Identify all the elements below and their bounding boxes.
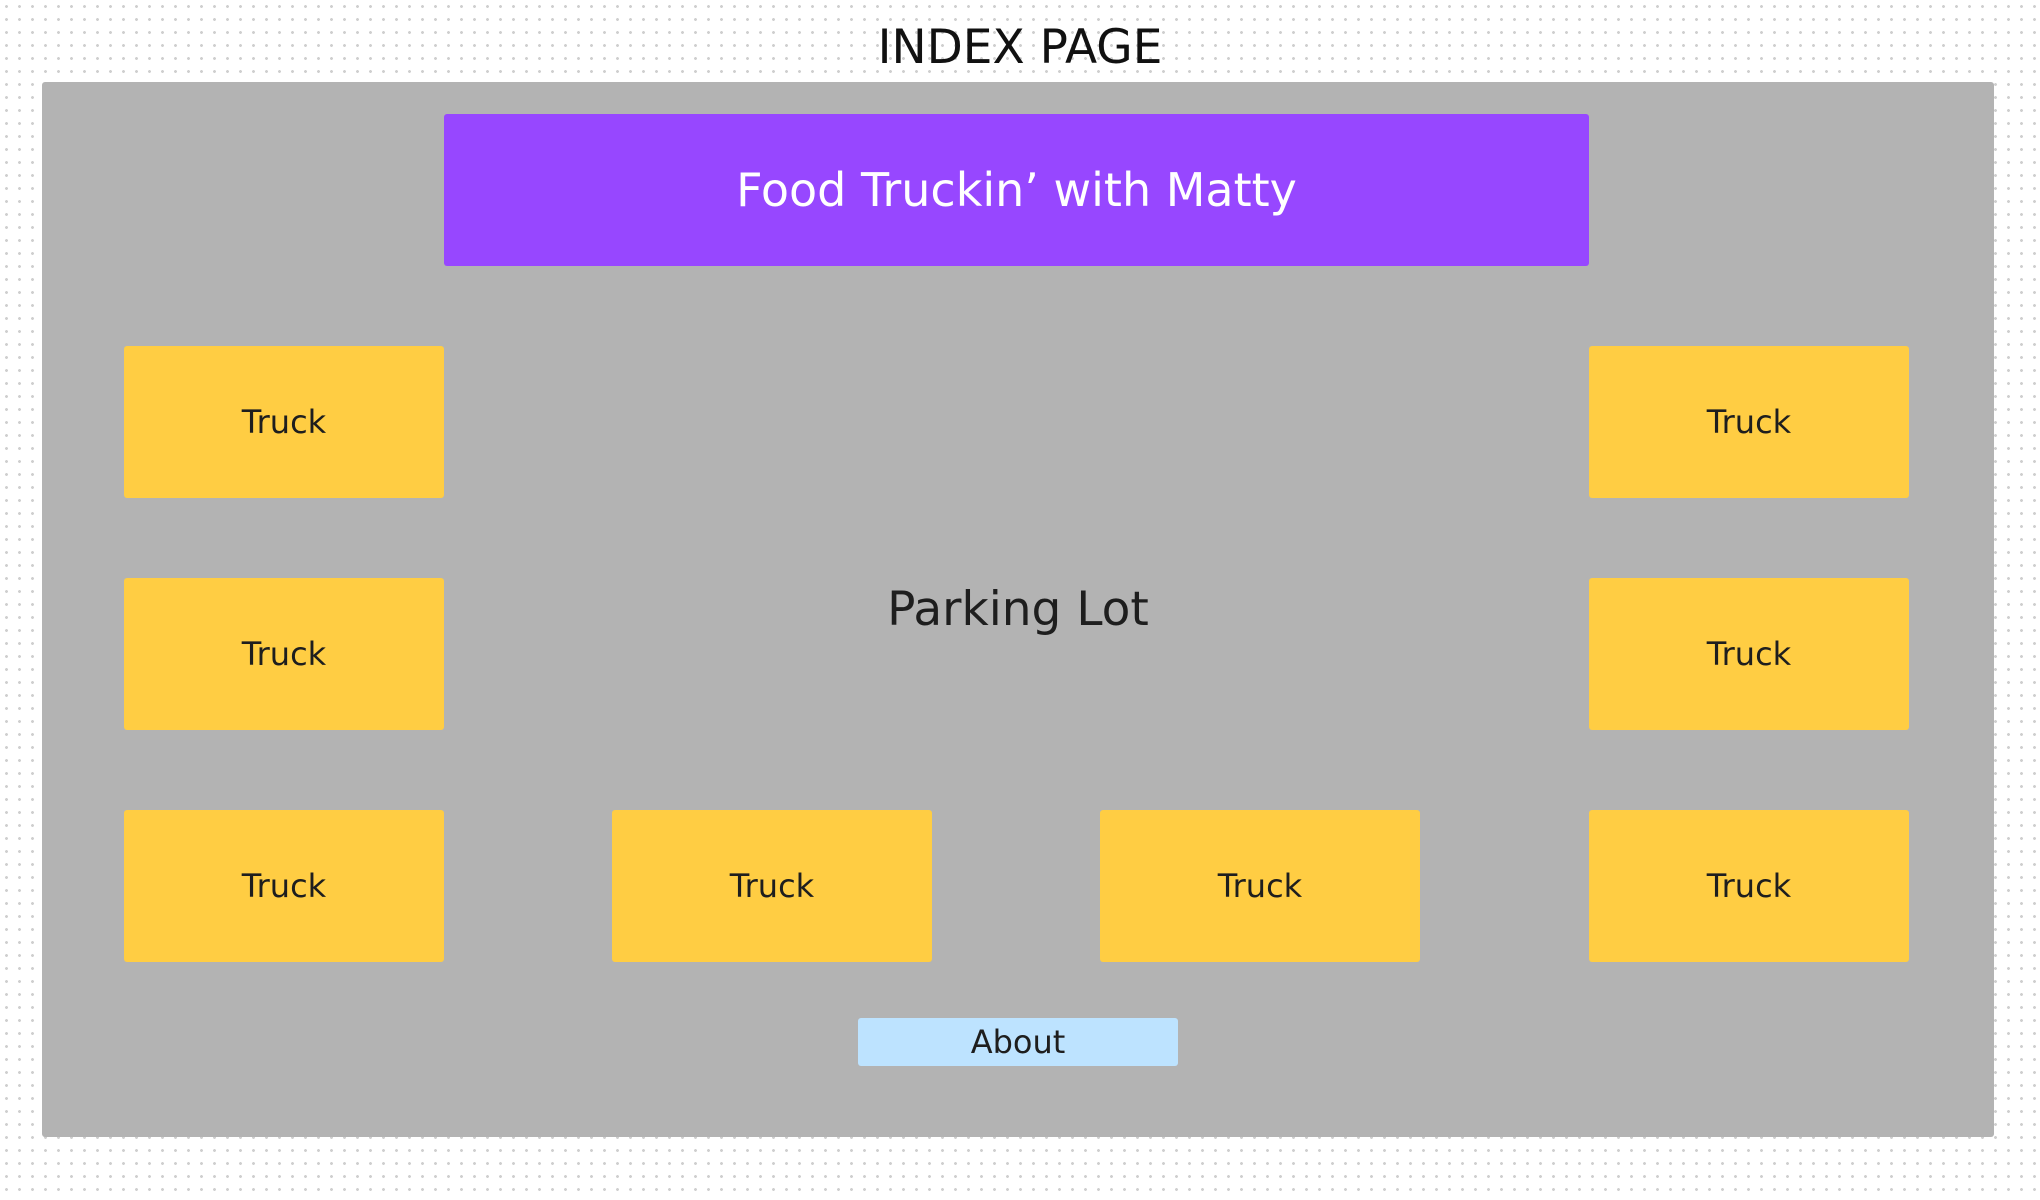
truck-card[interactable]: Truck xyxy=(1589,810,1909,962)
truck-card[interactable]: Truck xyxy=(124,578,444,730)
truck-label: Truck xyxy=(1706,867,1792,905)
site-title-banner: Food Truckin’ with Matty xyxy=(444,114,1589,266)
about-label: About xyxy=(970,1023,1066,1061)
truck-card[interactable]: Truck xyxy=(1589,578,1909,730)
truck-label: Truck xyxy=(1217,867,1303,905)
truck-card[interactable]: Truck xyxy=(1589,346,1909,498)
wireframe-frame: Food Truckin’ with Matty Truck Truck Tru… xyxy=(42,82,1994,1137)
about-button[interactable]: About xyxy=(858,1018,1178,1066)
truck-card[interactable]: Truck xyxy=(612,810,932,962)
truck-label: Truck xyxy=(241,635,327,673)
truck-card[interactable]: Truck xyxy=(124,346,444,498)
truck-label: Truck xyxy=(241,403,327,441)
site-title: Food Truckin’ with Matty xyxy=(736,163,1297,217)
page-label: INDEX PAGE xyxy=(877,20,1163,75)
truck-label: Truck xyxy=(729,867,815,905)
truck-label: Truck xyxy=(241,867,327,905)
parking-lot-label: Parking Lot xyxy=(887,582,1149,637)
truck-card[interactable]: Truck xyxy=(124,810,444,962)
truck-label: Truck xyxy=(1706,403,1792,441)
truck-card[interactable]: Truck xyxy=(1100,810,1420,962)
truck-label: Truck xyxy=(1706,635,1792,673)
